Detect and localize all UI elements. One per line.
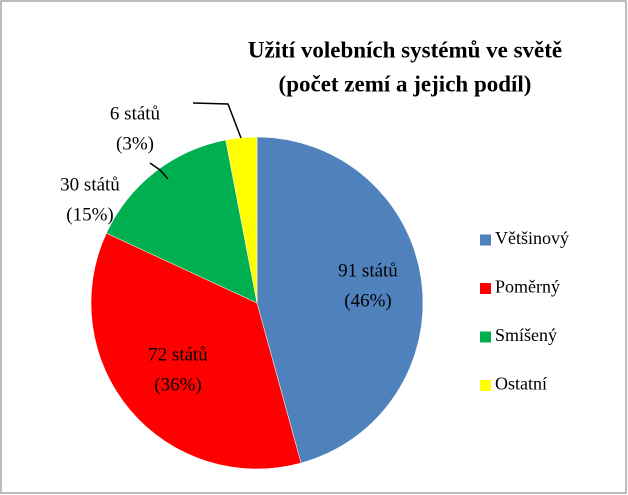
legend-label: Ostatní [495,374,547,394]
data-label: 6 států [110,103,161,124]
data-label: (36%) [154,374,201,395]
data-label: (46%) [344,290,391,311]
data-label: (15%) [66,204,113,225]
legend-swatch [480,283,491,294]
legend-swatch [480,331,491,343]
data-label: 91 států [338,260,398,281]
data-label: (3%) [116,133,154,154]
legend-label: Většinový [495,228,569,248]
leader-line [149,162,169,180]
leader-line [192,102,242,139]
data-label: 30 států [60,174,120,195]
data-label: 72 států [148,344,208,365]
legend-label: Poměrný [495,277,560,297]
legend-swatch [480,380,491,391]
legend-label: Smíšený [495,325,557,345]
chart-title: (počet zemí a jejich podíl) [279,71,532,96]
legend-swatch [480,234,491,246]
pie-slice [106,139,258,304]
chart-title: Užití volebních systémů ve světě [248,37,562,62]
pie-slice [256,136,424,464]
pie-slice [90,232,302,470]
